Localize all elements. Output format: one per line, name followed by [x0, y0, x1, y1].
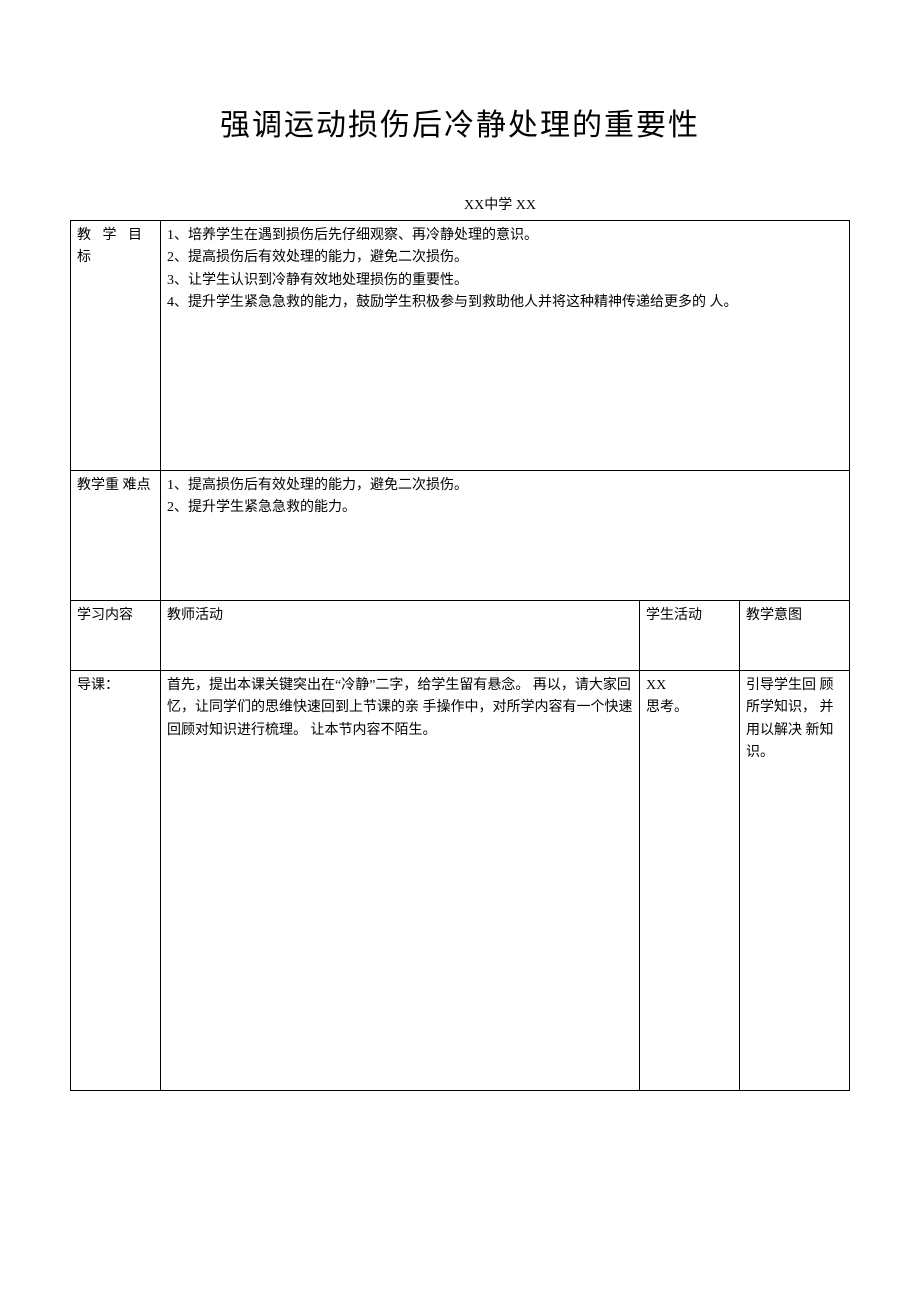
header-teacher-activity: 教师活动 [161, 601, 640, 671]
difficulties-content: 1、提高损伤后有效处理的能力，避免二次损伤。2、提升学生紧急急救的能力。 [161, 471, 850, 601]
goals-content: 1、培养学生在遇到损伤后先仔细观察、再冷静处理的意识。2、提高损伤后有效处理的能… [161, 221, 850, 471]
intro-label: 导课： [71, 671, 161, 1091]
difficulties-label: 教学重 难点 [71, 471, 161, 601]
table-row: 导课： 首先，提出本课关键突出在“冷静”二字，给学生留有悬念。 再以，请大家回忆… [71, 671, 850, 1091]
table-row: 学习内容 教师活动 学生活动 教学意图 [71, 601, 850, 671]
lesson-plan-table: 教 学 目 标 1、培养学生在遇到损伤后先仔细观察、再冷静处理的意识。2、提高损… [70, 220, 850, 1091]
table-row: 教学重 难点 1、提高损伤后有效处理的能力，避免二次损伤。2、提升学生紧急急救的… [71, 471, 850, 601]
goals-label: 教 学 目 标 [71, 221, 161, 471]
table-row: 教 学 目 标 1、培养学生在遇到损伤后先仔细观察、再冷静处理的意识。2、提高损… [71, 221, 850, 471]
header-teaching-intent: 教学意图 [740, 601, 850, 671]
subtitle: XX中学 XX [70, 194, 850, 214]
header-student-activity: 学生活动 [640, 601, 740, 671]
intro-intent: 引导学生回 顾所学知识， 并用以解决 新知识。 [740, 671, 850, 1091]
header-learning-content: 学习内容 [71, 601, 161, 671]
intro-teacher: 首先，提出本课关键突出在“冷静”二字，给学生留有悬念。 再以，请大家回忆，让同学… [161, 671, 640, 1091]
intro-student: XX思考。 [640, 671, 740, 1091]
page-title: 强调运动损伤后冷静处理的重要性 [70, 100, 850, 144]
